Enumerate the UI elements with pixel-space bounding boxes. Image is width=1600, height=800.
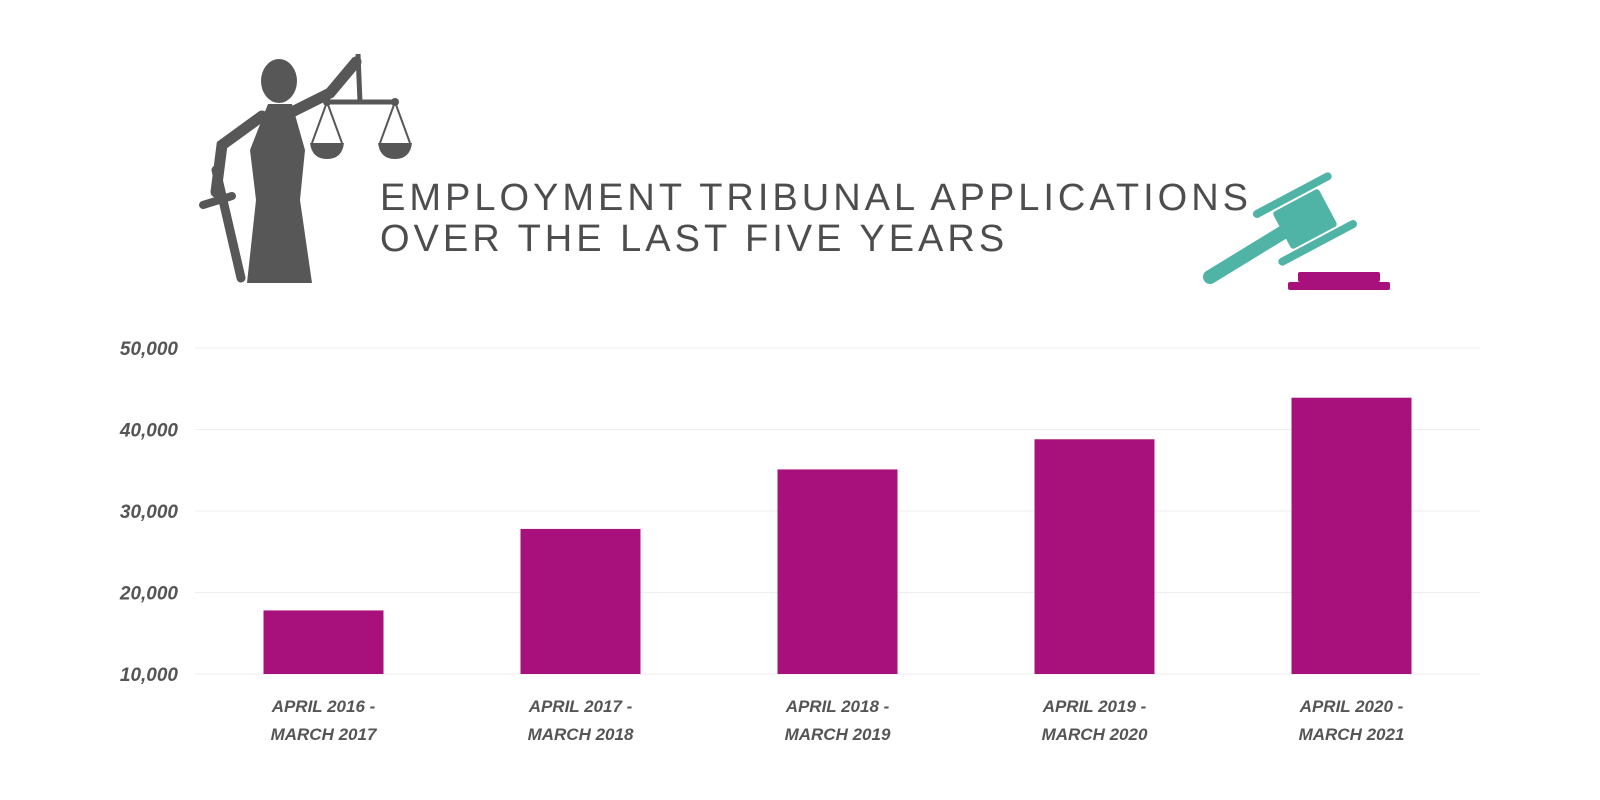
bar: [777, 469, 898, 674]
y-tick-label: 50,000: [120, 339, 179, 360]
x-category-label: MARCH 2017: [271, 725, 378, 744]
bar: [1034, 439, 1155, 674]
x-category-label: APRIL 2019 -: [1042, 697, 1147, 716]
bar: [1291, 397, 1412, 674]
gavel-icon: [1203, 172, 1390, 290]
bar: [263, 610, 384, 674]
y-tick-label: 40,000: [119, 421, 179, 442]
x-category-label: MARCH 2020: [1042, 725, 1148, 744]
x-category-label: MARCH 2018: [528, 725, 634, 744]
x-category-label: MARCH 2021: [1299, 725, 1405, 744]
x-category-label: APRIL 2016 -: [271, 697, 376, 716]
y-tick-label: 10,000: [120, 665, 179, 686]
lady-justice-icon: [199, 53, 412, 283]
x-category-label: MARCH 2019: [785, 725, 891, 744]
x-category-label: APRIL 2018 -: [785, 697, 890, 716]
x-axis-labels: APRIL 2016 - MARCH 2017 APRIL 2017 - MARCH …: [271, 697, 1405, 744]
y-tick-label: 20,000: [119, 584, 179, 605]
x-category-label: APRIL 2017 -: [528, 697, 633, 716]
x-category-label: APRIL 2020 -: [1299, 697, 1404, 716]
chart-title-line-1: EMPLOYMENT TRIBUNAL APPLICATIONS: [380, 177, 1252, 219]
bars: [263, 397, 1412, 674]
y-tick-label: 30,000: [120, 502, 179, 523]
y-axis-ticks: 10,000 20,000 30,000 40,000 50,000: [119, 339, 179, 686]
bar: [520, 528, 641, 674]
chart-title-line-2: OVER THE LAST FIVE YEARS: [380, 218, 1008, 260]
